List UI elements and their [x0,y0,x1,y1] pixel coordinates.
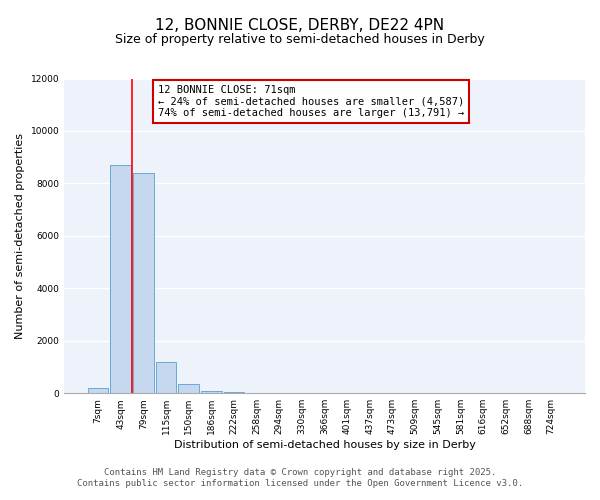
Bar [201,390,221,393]
Bar [133,173,154,393]
Bar [110,165,131,393]
Bar [156,362,176,393]
Text: 12 BONNIE CLOSE: 71sqm
← 24% of semi-detached houses are smaller (4,587)
74% of : 12 BONNIE CLOSE: 71sqm ← 24% of semi-det… [158,85,464,118]
X-axis label: Distribution of semi-detached houses by size in Derby: Distribution of semi-detached houses by … [173,440,476,450]
Text: Contains HM Land Registry data © Crown copyright and database right 2025.
Contai: Contains HM Land Registry data © Crown c… [77,468,523,487]
Y-axis label: Number of semi-detached properties: Number of semi-detached properties [15,133,25,339]
Bar [88,388,108,393]
Bar [178,384,199,393]
Text: 12, BONNIE CLOSE, DERBY, DE22 4PN: 12, BONNIE CLOSE, DERBY, DE22 4PN [155,18,445,32]
Bar [224,392,244,393]
Text: Size of property relative to semi-detached houses in Derby: Size of property relative to semi-detach… [115,32,485,46]
